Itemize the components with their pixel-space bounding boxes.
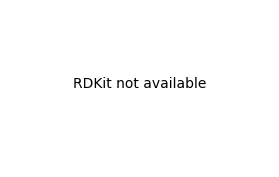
Text: RDKit not available: RDKit not available [73, 78, 206, 92]
